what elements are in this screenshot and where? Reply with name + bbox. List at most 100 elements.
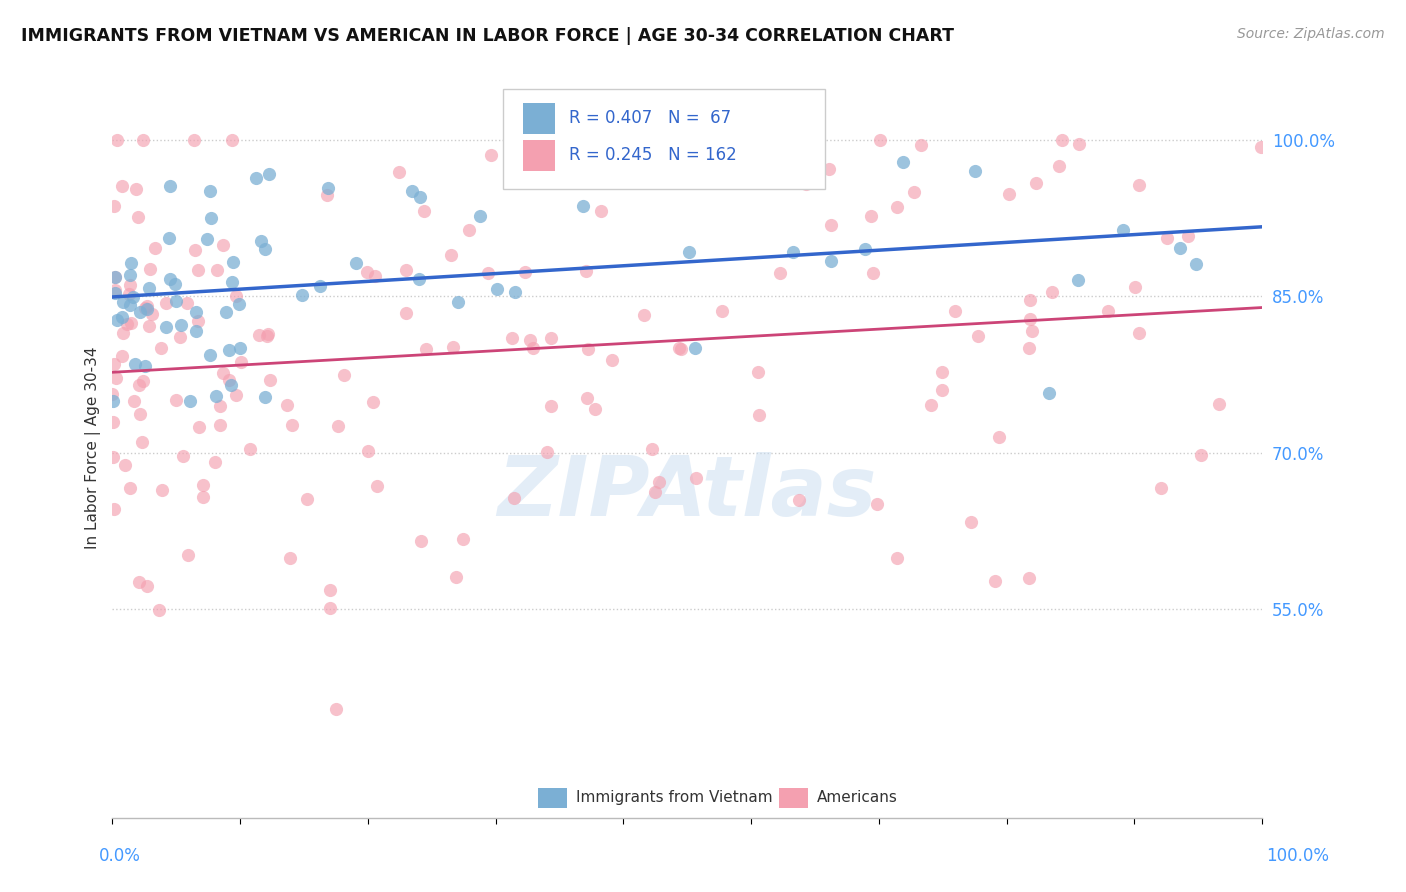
Point: [218, 373, 240, 387]
Point: [1150, 481, 1173, 495]
Point: [150, 483, 173, 498]
Point: [1018, 311, 1040, 326]
Point: [748, 409, 770, 423]
Point: [101, 387, 124, 401]
Point: [134, 359, 156, 373]
Text: Americans: Americans: [817, 790, 898, 805]
Point: [219, 377, 242, 392]
Point: [747, 365, 769, 379]
Point: [165, 293, 187, 308]
Point: [1125, 280, 1147, 294]
Point: [522, 342, 544, 356]
Point: [295, 492, 318, 507]
Point: [225, 289, 247, 303]
Point: [536, 444, 558, 458]
Point: [920, 398, 942, 412]
Point: [124, 357, 146, 371]
Point: [104, 270, 127, 285]
Point: [159, 179, 181, 194]
Point: [122, 393, 145, 408]
Point: [111, 295, 134, 310]
Point: [685, 341, 707, 355]
Point: [221, 133, 243, 147]
Point: [960, 515, 983, 529]
Point: [963, 164, 986, 178]
Point: [316, 187, 339, 202]
Point: [118, 298, 141, 312]
Point: [943, 304, 966, 318]
Point: [671, 342, 693, 356]
Point: [366, 479, 388, 493]
Point: [633, 308, 655, 322]
Point: [118, 286, 141, 301]
Point: [139, 261, 162, 276]
Point: [259, 167, 281, 181]
Point: [128, 575, 150, 590]
Point: [172, 449, 194, 463]
Point: [249, 234, 271, 248]
Point: [1250, 140, 1272, 154]
Point: [120, 316, 142, 330]
Point: [222, 255, 245, 269]
Bar: [537, 788, 567, 808]
Point: [149, 341, 172, 355]
Point: [136, 579, 159, 593]
Point: [127, 210, 149, 224]
Point: [136, 302, 159, 317]
Point: [138, 281, 160, 295]
Point: [155, 320, 177, 334]
Point: [557, 145, 579, 160]
Point: [138, 318, 160, 333]
Point: [967, 329, 990, 343]
Point: [163, 277, 186, 291]
Text: R = 0.245   N = 162: R = 0.245 N = 162: [569, 146, 737, 164]
Point: [891, 155, 914, 169]
Point: [648, 475, 671, 489]
Point: [1038, 386, 1060, 401]
Point: [440, 248, 463, 262]
Point: [118, 277, 141, 292]
Point: [575, 264, 598, 278]
Point: [589, 203, 612, 218]
Point: [184, 324, 207, 338]
Point: [998, 187, 1021, 202]
Point: [170, 318, 193, 333]
Point: [447, 294, 470, 309]
Point: [256, 326, 278, 341]
Point: [193, 490, 215, 504]
Point: [129, 305, 152, 319]
Text: R = 0.407   N =  67: R = 0.407 N = 67: [569, 109, 731, 128]
Point: [221, 275, 243, 289]
Point: [794, 177, 817, 191]
Point: [1019, 293, 1042, 307]
Point: [209, 399, 232, 413]
Text: ZIPAtlas: ZIPAtlas: [498, 451, 877, 533]
Point: [104, 269, 127, 284]
Point: [1168, 241, 1191, 255]
Point: [120, 256, 142, 270]
Point: [1025, 177, 1047, 191]
Point: [789, 492, 811, 507]
Point: [1052, 133, 1074, 147]
Point: [103, 450, 125, 464]
Point: [195, 232, 218, 246]
Point: [198, 184, 221, 198]
Point: [621, 168, 644, 182]
Point: [176, 296, 198, 310]
Bar: [523, 103, 555, 135]
Point: [479, 147, 502, 161]
Point: [135, 299, 157, 313]
Point: [239, 442, 262, 457]
Point: [501, 331, 523, 345]
Point: [122, 290, 145, 304]
Point: [444, 570, 467, 584]
Point: [1128, 178, 1150, 192]
Text: IMMIGRANTS FROM VIETNAM VS AMERICAN IN LABOR FORCE | AGE 30-34 CORRELATION CHART: IMMIGRANTS FROM VIETNAM VS AMERICAN IN L…: [21, 27, 955, 45]
Point: [644, 484, 666, 499]
Point: [782, 245, 804, 260]
Point: [685, 471, 707, 485]
Point: [576, 342, 599, 356]
Point: [869, 133, 891, 147]
Point: [903, 186, 925, 200]
Point: [1185, 257, 1208, 271]
